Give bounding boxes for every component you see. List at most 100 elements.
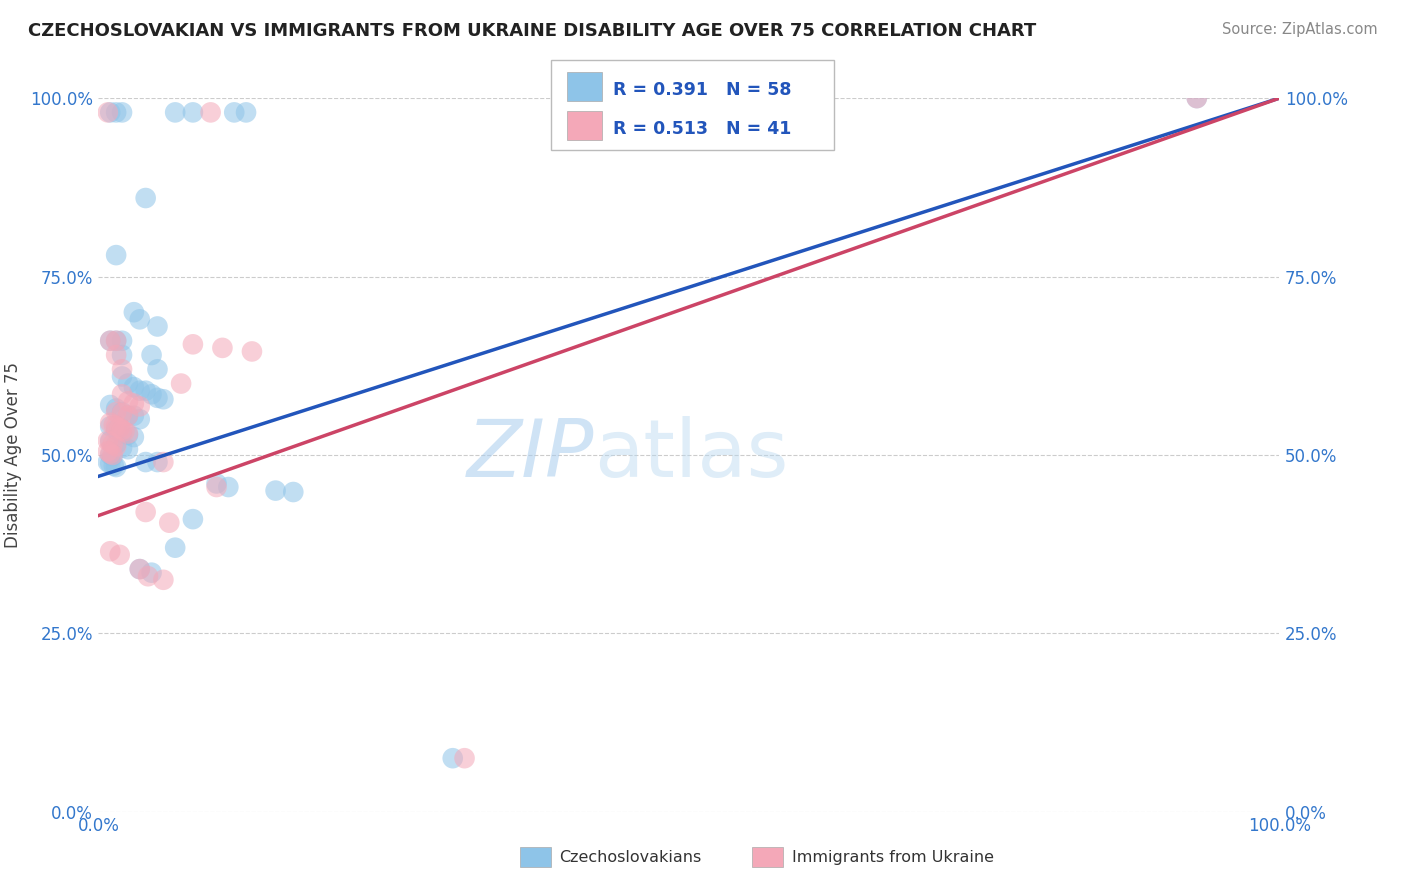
- Point: [1185, 91, 1208, 105]
- Point: [111, 441, 134, 455]
- Point: [128, 400, 150, 414]
- Point: [108, 421, 131, 435]
- Point: [128, 562, 150, 576]
- Point: [181, 105, 204, 120]
- Point: [98, 457, 121, 471]
- Point: [111, 426, 134, 441]
- Point: [224, 105, 246, 120]
- Point: [111, 362, 134, 376]
- Point: [105, 437, 128, 451]
- Point: [128, 412, 150, 426]
- Point: [111, 423, 134, 437]
- Point: [98, 105, 121, 120]
- Point: [157, 516, 180, 530]
- Point: [98, 446, 121, 460]
- Point: [146, 362, 169, 376]
- Point: [117, 394, 139, 409]
- Point: [128, 312, 150, 326]
- Point: [122, 380, 145, 394]
- Point: [103, 417, 125, 432]
- Point: [453, 751, 475, 765]
- Point: [217, 480, 239, 494]
- Point: [117, 426, 139, 441]
- Point: [146, 319, 169, 334]
- Point: [111, 405, 134, 419]
- Point: [98, 419, 121, 434]
- Point: [122, 305, 145, 319]
- Point: [111, 407, 134, 421]
- Point: [146, 455, 169, 469]
- Point: [441, 751, 464, 765]
- Point: [211, 341, 233, 355]
- Point: [98, 334, 121, 348]
- Point: [105, 105, 128, 120]
- Point: [105, 419, 128, 434]
- Point: [111, 369, 134, 384]
- Point: [181, 337, 204, 351]
- Point: [240, 344, 263, 359]
- Point: [117, 376, 139, 391]
- Point: [135, 384, 157, 398]
- Point: [122, 409, 145, 423]
- Point: [98, 544, 121, 558]
- Point: [141, 348, 163, 362]
- Point: [264, 483, 287, 498]
- Point: [128, 384, 150, 398]
- Point: [105, 334, 128, 348]
- Point: [105, 439, 128, 453]
- Point: [165, 105, 187, 120]
- Text: ZIP: ZIP: [467, 416, 595, 494]
- Text: Immigrants from Ukraine: Immigrants from Ukraine: [792, 850, 994, 864]
- Point: [122, 430, 145, 444]
- Point: [152, 455, 174, 469]
- Point: [141, 566, 163, 580]
- Point: [152, 392, 174, 407]
- Text: R = 0.513   N = 41: R = 0.513 N = 41: [613, 120, 792, 137]
- Point: [98, 434, 121, 448]
- Point: [181, 512, 204, 526]
- Point: [111, 334, 134, 348]
- Point: [97, 105, 120, 120]
- Point: [170, 376, 193, 391]
- Point: [135, 191, 157, 205]
- Point: [111, 348, 134, 362]
- Point: [98, 334, 121, 348]
- Point: [128, 562, 150, 576]
- Point: [117, 442, 139, 457]
- Y-axis label: Disability Age Over 75: Disability Age Over 75: [4, 362, 21, 548]
- Point: [105, 405, 128, 419]
- Point: [97, 434, 120, 448]
- Point: [152, 573, 174, 587]
- Point: [136, 569, 159, 583]
- Point: [117, 409, 139, 423]
- Point: [205, 480, 228, 494]
- Point: [235, 105, 257, 120]
- Text: R = 0.391   N = 58: R = 0.391 N = 58: [613, 80, 792, 98]
- Point: [117, 409, 139, 423]
- Point: [105, 334, 128, 348]
- Point: [101, 437, 124, 451]
- Text: Source: ZipAtlas.com: Source: ZipAtlas.com: [1222, 22, 1378, 37]
- Point: [205, 476, 228, 491]
- Point: [1185, 91, 1208, 105]
- Point: [98, 448, 121, 462]
- Point: [97, 444, 120, 458]
- Point: [105, 348, 128, 362]
- Point: [101, 450, 124, 464]
- Point: [98, 398, 121, 412]
- Point: [103, 458, 125, 473]
- Text: Czechoslovakians: Czechoslovakians: [560, 850, 702, 864]
- Point: [165, 541, 187, 555]
- Point: [122, 396, 145, 410]
- Point: [135, 505, 157, 519]
- Point: [117, 428, 139, 442]
- Point: [111, 387, 134, 401]
- Point: [200, 105, 222, 120]
- Point: [108, 548, 131, 562]
- Point: [111, 105, 134, 120]
- Text: atlas: atlas: [595, 416, 789, 494]
- Text: CZECHOSLOVAKIAN VS IMMIGRANTS FROM UKRAINE DISABILITY AGE OVER 75 CORRELATION CH: CZECHOSLOVAKIAN VS IMMIGRANTS FROM UKRAI…: [28, 22, 1036, 40]
- Point: [105, 460, 128, 475]
- Point: [105, 248, 128, 262]
- Point: [98, 435, 121, 450]
